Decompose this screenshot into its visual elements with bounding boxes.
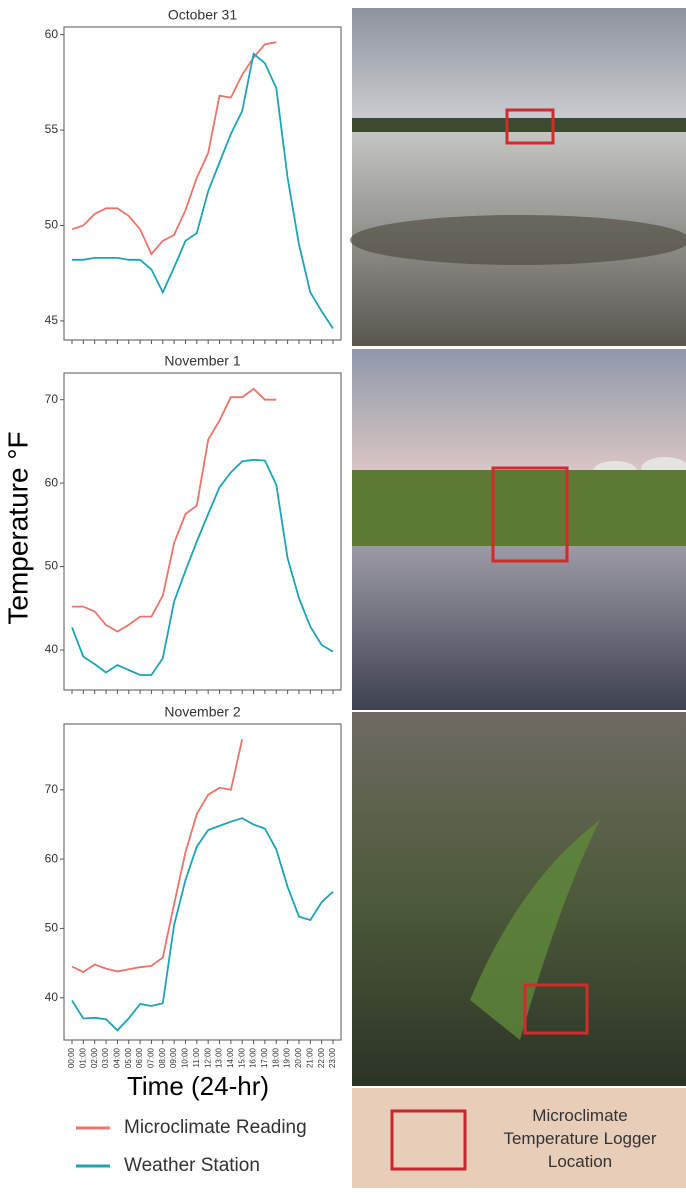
series-line — [72, 460, 333, 675]
x-tick-label: 22:00 — [317, 1047, 326, 1068]
x-tick-label: 18:00 — [271, 1047, 280, 1068]
x-tick-label: 08:00 — [158, 1047, 167, 1068]
chart-title: November 1 — [164, 353, 240, 369]
series-line — [72, 818, 333, 1030]
y-tick-label: 70 — [45, 392, 59, 406]
y-tick-label: 60 — [45, 475, 59, 489]
x-tick-label: 10:00 — [181, 1047, 190, 1068]
x-tick-label: 02:00 — [90, 1047, 99, 1068]
x-axis-label: Time (24-hr) — [127, 1071, 269, 1101]
x-tick-label: 07:00 — [147, 1047, 156, 1068]
plot-frame — [64, 373, 341, 690]
legend-label: Microclimate Reading — [124, 1117, 307, 1138]
y-tick-label: 40 — [45, 990, 59, 1004]
chart-title: November 2 — [164, 704, 240, 720]
x-tick-label: 06:00 — [135, 1047, 144, 1068]
x-tick-label: 01:00 — [78, 1047, 87, 1068]
chart-title: October 31 — [168, 7, 237, 23]
x-tick-label: 14:00 — [226, 1047, 235, 1068]
x-tick-label: 17:00 — [260, 1047, 269, 1068]
figure: MicroclimateTemperature LoggerLocation O… — [0, 0, 686, 1188]
y-tick-label: 45 — [45, 313, 59, 327]
x-tick-label: 05:00 — [124, 1047, 133, 1068]
x-tick-label: 21:00 — [305, 1047, 314, 1068]
y-tick-label: 60 — [45, 851, 59, 865]
y-tick-label: 50 — [45, 921, 59, 935]
y-tick-label: 50 — [45, 559, 59, 573]
y-tick-label: 40 — [45, 642, 59, 656]
plot-frame — [64, 724, 341, 1040]
x-tick-label: 11:00 — [192, 1047, 201, 1067]
x-tick-label: 20:00 — [294, 1047, 303, 1068]
photo-2 — [352, 349, 686, 710]
y-tick-label: 70 — [45, 782, 59, 796]
photo-3 — [352, 712, 686, 1086]
x-tick-label: 09:00 — [169, 1047, 178, 1068]
series-line — [72, 389, 276, 632]
x-tick-label: 19:00 — [283, 1047, 292, 1068]
legend-label: Weather Station — [124, 1155, 260, 1176]
series-line — [72, 739, 242, 972]
x-tick-label: 00:00 — [67, 1047, 76, 1068]
y-axis-label: Temperature °F — [2, 431, 33, 624]
x-tick-label: 12:00 — [203, 1047, 212, 1068]
y-tick-label: 60 — [45, 27, 59, 41]
x-tick-label: 04:00 — [113, 1047, 122, 1068]
y-tick-label: 50 — [45, 218, 59, 232]
x-tick-label: 23:00 — [328, 1047, 337, 1068]
x-tick-label: 15:00 — [237, 1047, 246, 1068]
series-line — [72, 54, 333, 329]
photo-1 — [350, 8, 686, 346]
series-line — [72, 42, 276, 254]
x-tick-label: 16:00 — [249, 1047, 258, 1068]
y-tick-label: 55 — [45, 122, 59, 136]
x-tick-label: 03:00 — [101, 1047, 110, 1068]
x-tick-label: 13:00 — [215, 1047, 224, 1068]
plot-frame — [64, 27, 341, 340]
